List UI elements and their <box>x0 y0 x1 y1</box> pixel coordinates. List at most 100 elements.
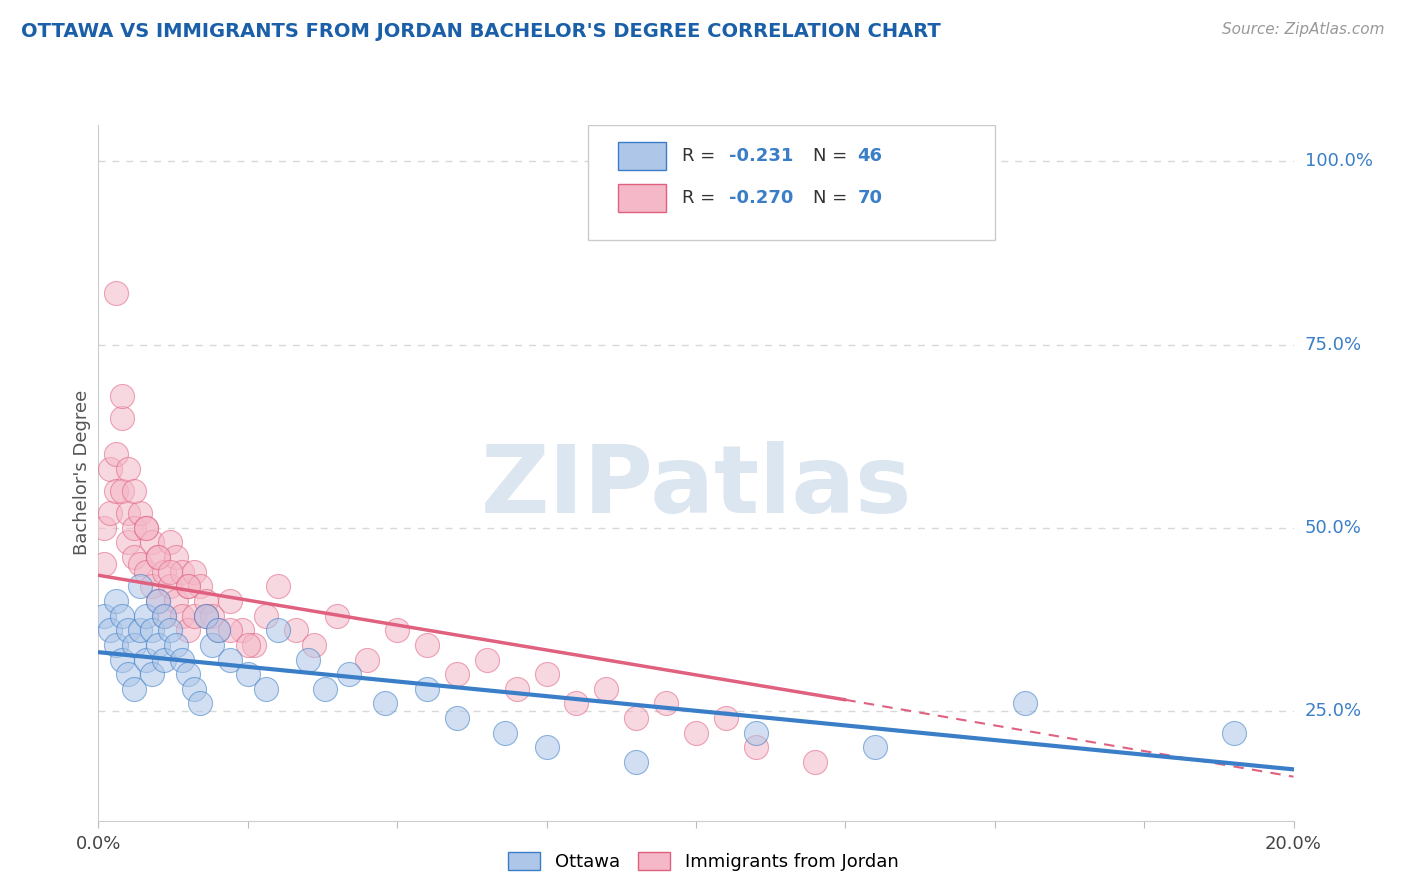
Point <box>745 725 768 739</box>
Point <box>153 608 176 623</box>
Point <box>124 484 146 499</box>
Point <box>624 711 647 725</box>
Point <box>177 579 200 593</box>
Text: 100.0%: 100.0% <box>1305 153 1372 170</box>
Point <box>219 624 242 638</box>
Point <box>315 681 337 696</box>
Point <box>194 608 218 623</box>
Text: 46: 46 <box>858 147 883 165</box>
Point <box>93 521 115 535</box>
Point <box>111 652 134 666</box>
Point <box>105 286 128 301</box>
Point <box>124 638 146 652</box>
FancyBboxPatch shape <box>588 125 994 240</box>
Point <box>177 667 200 681</box>
Text: ZIPatlas: ZIPatlas <box>481 441 911 533</box>
Point <box>165 638 187 652</box>
Point <box>243 638 266 652</box>
Point <box>254 681 277 696</box>
Point <box>111 410 134 425</box>
Point <box>188 579 211 593</box>
Point <box>98 506 122 520</box>
Point <box>194 608 218 623</box>
Point <box>135 521 157 535</box>
Point <box>93 558 115 572</box>
Point <box>105 447 128 461</box>
Point <box>141 624 163 638</box>
Point <box>356 652 378 666</box>
Point <box>159 535 181 549</box>
Point <box>159 579 181 593</box>
Point <box>124 681 146 696</box>
Point <box>565 697 588 711</box>
Point <box>183 565 205 579</box>
Point <box>117 535 139 549</box>
Point <box>111 484 134 499</box>
Point <box>124 549 146 564</box>
Point <box>326 608 349 623</box>
Point <box>685 725 707 739</box>
Point <box>188 697 211 711</box>
Point <box>129 506 152 520</box>
Point <box>153 565 176 579</box>
Point <box>148 594 170 608</box>
Point <box>624 755 647 769</box>
Point <box>1223 725 1246 739</box>
Text: N =: N = <box>813 189 853 207</box>
Point <box>135 565 157 579</box>
Point <box>105 638 128 652</box>
Legend: Ottawa, Immigrants from Jordan: Ottawa, Immigrants from Jordan <box>501 845 905 879</box>
Point <box>506 681 529 696</box>
Point <box>129 624 152 638</box>
Text: 25.0%: 25.0% <box>1305 702 1362 720</box>
Point <box>93 608 115 623</box>
Text: 70: 70 <box>858 189 883 207</box>
Point <box>159 565 181 579</box>
Point <box>804 755 827 769</box>
Point <box>117 624 139 638</box>
Point <box>267 579 290 593</box>
Point <box>231 624 253 638</box>
Point <box>865 740 887 755</box>
Point <box>302 638 325 652</box>
Point <box>117 506 139 520</box>
Point <box>207 624 229 638</box>
Text: -0.231: -0.231 <box>730 147 794 165</box>
Point <box>297 652 319 666</box>
Point <box>219 652 242 666</box>
Point <box>374 697 396 711</box>
Text: Source: ZipAtlas.com: Source: ZipAtlas.com <box>1222 22 1385 37</box>
Text: N =: N = <box>813 147 853 165</box>
Point <box>655 697 678 711</box>
Point <box>207 624 229 638</box>
Point <box>201 638 224 652</box>
Point <box>494 725 516 739</box>
Point <box>148 638 170 652</box>
Point <box>111 608 134 623</box>
Point <box>254 608 277 623</box>
Point <box>135 652 157 666</box>
Point <box>177 579 200 593</box>
Y-axis label: Bachelor's Degree: Bachelor's Degree <box>73 390 91 556</box>
FancyBboxPatch shape <box>619 184 666 212</box>
Point <box>159 624 181 638</box>
Point <box>446 667 468 681</box>
Point <box>105 484 128 499</box>
Point <box>117 667 139 681</box>
Point <box>177 624 200 638</box>
Point <box>165 594 187 608</box>
Point <box>1014 697 1036 711</box>
Point <box>416 638 439 652</box>
Point <box>194 594 218 608</box>
Text: 75.0%: 75.0% <box>1305 335 1362 353</box>
Point <box>339 667 360 681</box>
Text: -0.270: -0.270 <box>730 189 794 207</box>
Point <box>129 558 152 572</box>
Point <box>98 624 122 638</box>
Point <box>135 608 157 623</box>
Text: R =: R = <box>682 147 721 165</box>
Point <box>141 535 163 549</box>
Point <box>236 638 259 652</box>
Point <box>183 681 205 696</box>
Point <box>172 565 194 579</box>
